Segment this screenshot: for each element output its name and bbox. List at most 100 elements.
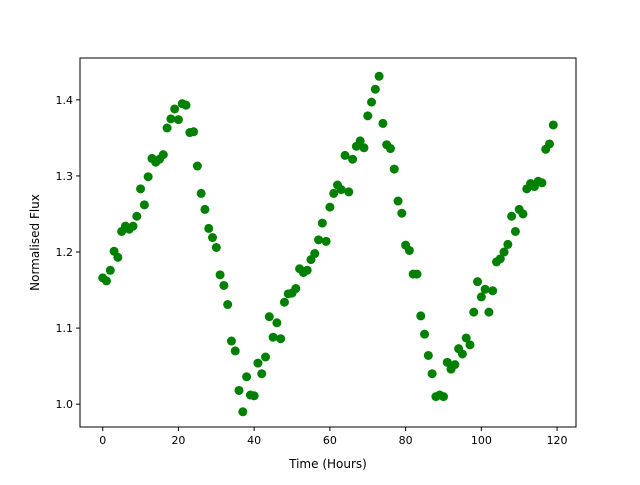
data-point (143, 172, 153, 182)
data-point (325, 202, 335, 212)
data-point (279, 297, 289, 307)
data-point (189, 127, 199, 137)
data-point (317, 218, 327, 228)
data-point (348, 154, 358, 164)
y-tick-label: 1.4 (56, 94, 74, 107)
data-point (457, 349, 467, 359)
data-point (253, 358, 263, 368)
data-point (249, 391, 259, 401)
y-axis-label: Normalised Flux (28, 194, 42, 291)
data-point (226, 336, 236, 346)
data-point (378, 118, 388, 128)
data-point (196, 188, 206, 198)
y-tick-label: 1.2 (56, 246, 74, 259)
data-point (321, 236, 331, 246)
data-point (507, 211, 517, 221)
y-tick-label: 1.1 (56, 322, 74, 335)
data-point (242, 372, 252, 382)
x-tick-label: 40 (247, 434, 261, 447)
data-point (370, 84, 380, 94)
data-point (170, 104, 180, 114)
data-point (166, 114, 176, 124)
data-point (105, 265, 115, 275)
data-point (518, 209, 528, 219)
data-point (113, 252, 123, 262)
data-point (359, 143, 369, 153)
data-point (257, 369, 267, 379)
data-point (158, 150, 168, 160)
data-point (404, 245, 414, 255)
data-points (98, 71, 558, 417)
data-point (211, 242, 221, 252)
data-point (503, 239, 513, 249)
data-point (264, 312, 274, 322)
data-point (162, 123, 172, 133)
data-point (200, 204, 210, 214)
y-axis-ticks: 1.0 1.1 1.2 1.3 1.4 (56, 94, 80, 411)
y-tick-label: 1.0 (56, 398, 74, 411)
data-point (329, 188, 339, 198)
data-point (128, 221, 138, 231)
x-tick-label: 80 (399, 434, 413, 447)
data-point (416, 311, 426, 321)
data-point (215, 270, 225, 280)
data-point (476, 292, 486, 302)
y-tick-label: 1.3 (56, 170, 74, 183)
data-point (465, 340, 475, 350)
data-point (261, 352, 271, 362)
data-point (223, 300, 233, 310)
data-point (545, 139, 554, 149)
data-point (219, 280, 229, 290)
x-tick-label: 0 (99, 434, 106, 447)
data-point (537, 178, 547, 188)
data-point (181, 100, 191, 110)
data-point (204, 223, 214, 233)
data-point (473, 277, 483, 287)
data-point (484, 307, 494, 317)
x-tick-label: 20 (171, 434, 185, 447)
data-point (510, 226, 520, 236)
data-point (139, 200, 149, 210)
data-point (393, 196, 403, 206)
data-point (363, 111, 373, 121)
data-point (314, 235, 324, 245)
x-tick-label: 120 (547, 434, 568, 447)
data-point (192, 161, 202, 171)
data-point (499, 247, 509, 257)
data-point (367, 97, 377, 107)
data-point (385, 144, 395, 154)
data-point (336, 185, 346, 195)
data-point (412, 269, 422, 279)
data-point (238, 407, 248, 417)
data-point (302, 265, 312, 275)
data-point (355, 136, 365, 146)
data-point (310, 249, 320, 259)
data-point (469, 307, 479, 317)
data-point (340, 150, 350, 160)
x-axis-ticks: 0 20 40 60 80 100 120 (99, 427, 568, 447)
data-point (548, 120, 558, 130)
data-point (427, 369, 437, 379)
x-tick-label: 60 (323, 434, 337, 447)
x-axis-label: Time (Hours) (288, 457, 367, 471)
data-point (442, 357, 452, 367)
data-point (272, 318, 282, 328)
data-point (234, 385, 244, 395)
data-point (230, 346, 240, 356)
data-point (423, 350, 433, 360)
data-point (374, 71, 384, 81)
data-point (389, 164, 399, 174)
data-point (480, 284, 490, 294)
data-point (397, 208, 407, 218)
plot-frame (79, 57, 577, 428)
data-point (438, 392, 448, 402)
data-point (173, 115, 183, 125)
data-point (102, 276, 111, 286)
data-point (461, 333, 471, 343)
data-point (488, 286, 498, 296)
data-point (268, 332, 278, 342)
data-point (291, 284, 301, 294)
data-point (495, 254, 505, 264)
